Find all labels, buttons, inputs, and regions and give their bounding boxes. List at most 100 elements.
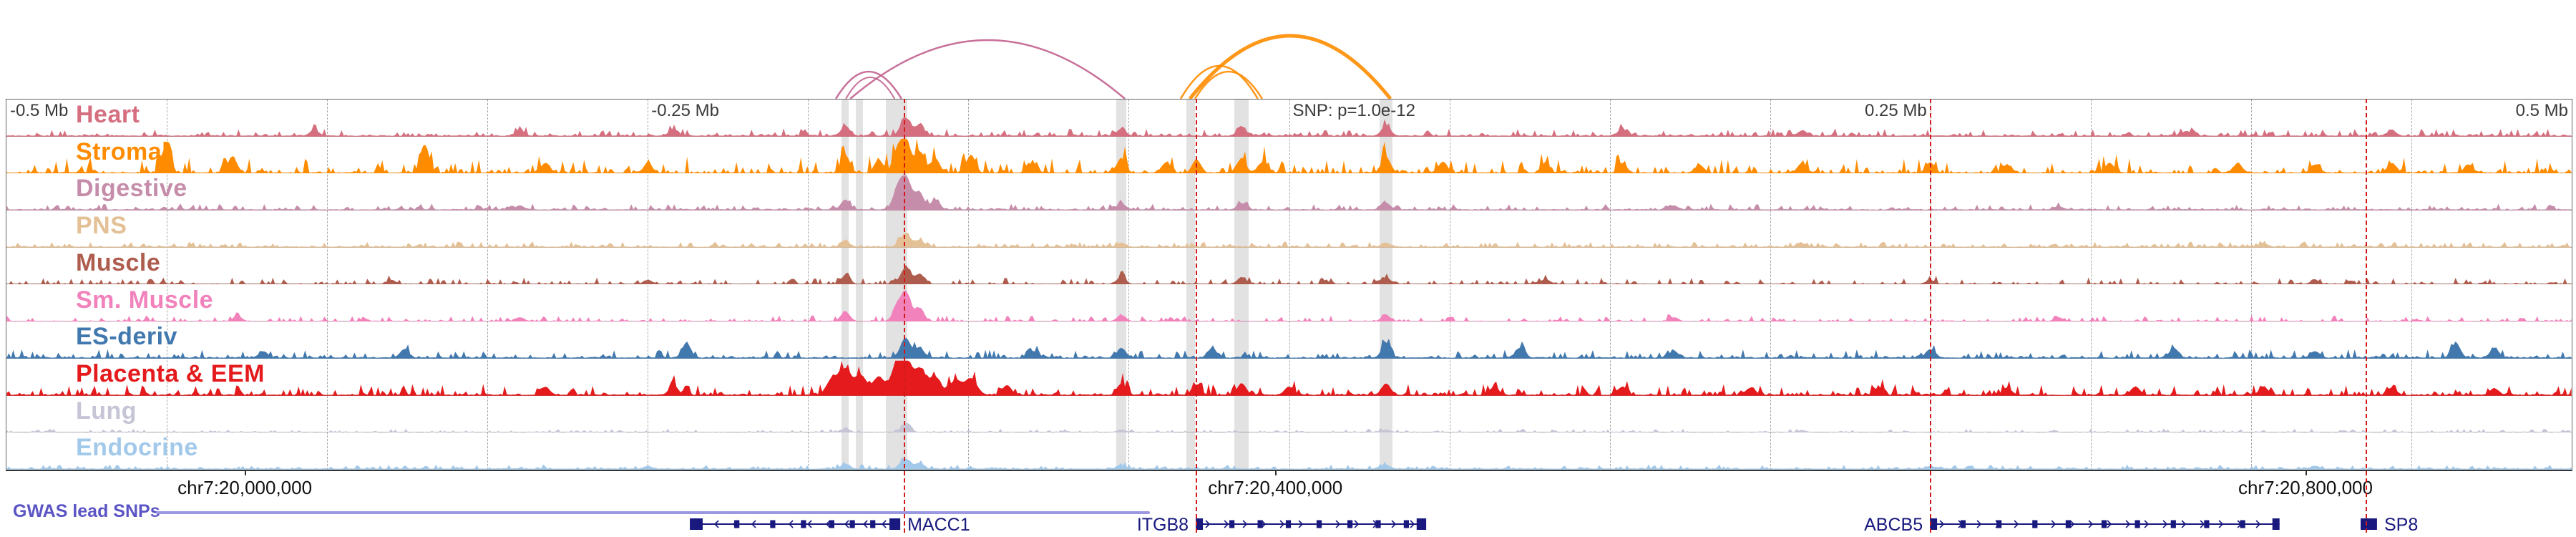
- exon-block: [2065, 520, 2071, 528]
- track-label-es-deriv[interactable]: ES-deriv: [76, 323, 177, 351]
- exon-block: [829, 520, 834, 528]
- signal-area-muscle: [6, 264, 2572, 285]
- signal-path: [6, 337, 2572, 359]
- signal-tracks-panel[interactable]: -0.5 Mb -0.25 Mb SNP: p=1.0e-12 0.25 Mb 0.5 …: [6, 99, 2572, 471]
- gene-label: ABCB5: [1864, 515, 1923, 535]
- track-label-stromal[interactable]: Stromal: [76, 137, 170, 165]
- exon-block: [2240, 520, 2245, 528]
- strand-arrow-icon: [881, 520, 887, 528]
- gene-sp8: SP8: [2361, 515, 2418, 535]
- gridline: [968, 100, 970, 470]
- gwas-snp-range-line: [156, 511, 1151, 514]
- strand-arrow-icon: [1279, 520, 1285, 528]
- ruler-coordinate-label: chr7:20,400,000: [1208, 477, 1343, 498]
- track-label-digestive[interactable]: Digestive: [76, 175, 187, 203]
- strand-arrow-icon: [806, 520, 812, 528]
- gridline: [327, 100, 328, 470]
- snp-highlight-band: [856, 100, 863, 470]
- strand-arrow-icon: [1354, 520, 1360, 528]
- signal-path: [6, 360, 2572, 396]
- signal-area-placenta-eem: [6, 360, 2572, 396]
- exon-block: [889, 518, 901, 530]
- exon-block: [2101, 520, 2107, 528]
- strand-arrow-icon: [844, 520, 849, 528]
- track-label-pns[interactable]: PNS: [76, 212, 127, 240]
- gridline: [808, 100, 809, 470]
- strand-arrow-icon: [751, 520, 756, 528]
- exon-block: [1316, 520, 1322, 528]
- strand-arrow-icon: [1298, 520, 1304, 528]
- exon-block: [1229, 520, 1235, 528]
- gene-macc1: MACC1: [690, 515, 970, 535]
- signal-area-pns: [6, 233, 2572, 248]
- ruler-coordinate-label: chr7:20,800,000: [2238, 477, 2373, 498]
- exon-block: [770, 520, 776, 528]
- track-label-sm-muscle[interactable]: Sm. Muscle: [76, 286, 214, 314]
- exon-block: [690, 518, 703, 530]
- exon-block: [2032, 520, 2038, 528]
- strand-arrow-icon: [825, 520, 831, 528]
- lead-snp-line: [2366, 99, 2368, 533]
- strand-arrow-icon: [1205, 520, 1211, 528]
- signal-path: [6, 290, 2572, 322]
- exon-block: [1347, 520, 1353, 528]
- gridline: [1609, 100, 1611, 470]
- lead-snp-line: [1930, 99, 1932, 533]
- strand-arrow-icon: [732, 520, 738, 528]
- track-label-endocrine[interactable]: Endocrine: [76, 434, 198, 462]
- exon-block: [2135, 520, 2140, 528]
- strand-arrow-icon: [1261, 520, 1267, 528]
- gridline: [487, 100, 489, 470]
- strand-arrow-icon: [2088, 520, 2094, 528]
- orange-loop: [1194, 70, 1263, 100]
- exon-block: [1416, 518, 1427, 530]
- axis-label-top: -0.5 Mb: [10, 101, 69, 120]
- strand-arrow-icon: [2181, 520, 2187, 528]
- exon-block: [1960, 520, 1966, 528]
- track-label-heart[interactable]: Heart: [76, 101, 140, 128]
- track-row-heart: Heart: [6, 100, 2572, 137]
- track-label-lung[interactable]: Lung: [76, 397, 137, 425]
- track-label-placenta-eem[interactable]: Placenta & EEM: [76, 359, 265, 387]
- signal-area-heart: [6, 117, 2572, 137]
- track-row-digestive: Digestive: [6, 173, 2572, 211]
- strand-arrow-icon: [1410, 520, 1415, 528]
- gene-itgb8: ITGB8: [1137, 515, 1427, 535]
- exon-block: [2361, 518, 2377, 530]
- strand-arrow-icon: [2125, 520, 2131, 528]
- snp-highlight-band: [1186, 100, 1195, 470]
- strand-arrow-icon: [2162, 520, 2168, 528]
- strand-arrow-icon: [2237, 520, 2243, 528]
- orange-loop: [1188, 34, 1392, 100]
- track-row-placenta-eem: Placenta & EEM: [6, 359, 2572, 396]
- strand-arrow-icon: [2218, 520, 2224, 528]
- signal-area-endocrine: [6, 458, 2572, 470]
- lead-snp-line: [904, 99, 906, 533]
- signal-area-es-deriv: [6, 337, 2572, 359]
- lead-snp-line: [1196, 99, 1198, 533]
- strand-arrow-icon: [1372, 520, 1378, 528]
- signal-path: [6, 233, 2572, 248]
- exon-block: [2204, 520, 2210, 528]
- snp-highlight-band: [1380, 100, 1392, 470]
- axis-label-top: 0.5 Mb: [2515, 101, 2568, 120]
- strand-arrow-icon: [2014, 520, 2019, 528]
- track-row-endocrine: Endocrine: [6, 432, 2572, 470]
- strand-arrow-icon: [769, 520, 775, 528]
- exon-block: [1403, 520, 1409, 528]
- track-row-muscle: Muscle: [6, 248, 2572, 285]
- strand-arrow-icon: [1958, 520, 1963, 528]
- signal-area-stromal: [6, 138, 2572, 174]
- snp-highlight-band: [841, 100, 849, 470]
- gene-label: ITGB8: [1137, 515, 1189, 535]
- gene-label: MACC1: [907, 515, 970, 535]
- strand-arrow-icon: [2255, 520, 2261, 528]
- track-row-stromal: Stromal: [6, 137, 2572, 174]
- orange-loop: [1179, 64, 1259, 100]
- signal-area-digestive: [6, 175, 2572, 211]
- exon-block: [801, 520, 806, 528]
- track-label-muscle[interactable]: Muscle: [76, 248, 161, 276]
- axis-label-top: SNP: p=1.0e-12: [1292, 101, 1415, 120]
- exon-block: [870, 520, 876, 528]
- track-row-pns: PNS: [6, 211, 2572, 248]
